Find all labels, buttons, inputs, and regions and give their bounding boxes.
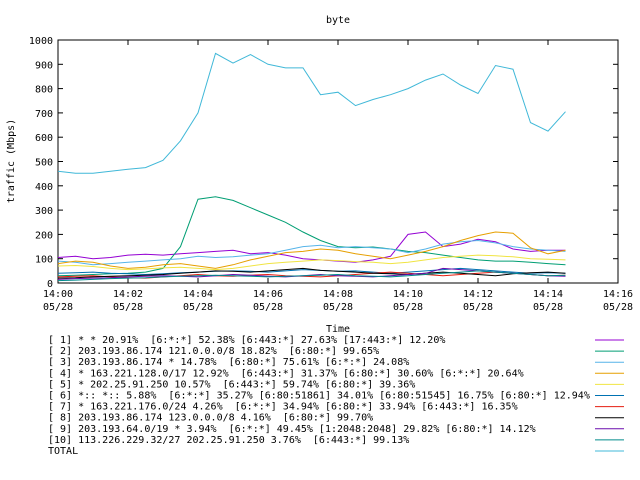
series-line-5 xyxy=(57,254,566,271)
legend-label-3: [ 3] 203.193.86.174 * 14.78% [6:80:*] 75… xyxy=(48,357,409,368)
legend-label-7: [ 7] * 163.221.176.0/24 4.26% [6:*:*] 34… xyxy=(48,402,518,413)
series-line-2 xyxy=(57,196,566,277)
x-tick-date-label: 05/28 xyxy=(183,302,213,313)
y-tick-label: 0 xyxy=(47,279,53,290)
legend-label-9: [ 9] 203.193.64.0/19 * 3.94% [6:*:*] 49.… xyxy=(48,424,536,435)
x-axis: 14:00 05/28 14:02 05/28 14:04 05/28 14:06 05/28… xyxy=(43,40,633,313)
legend-label-11: TOTAL xyxy=(48,446,78,457)
legend-label-2: [ 2] 203.193.86.174 121.0.0.0/8 18.82% [… xyxy=(48,346,379,357)
x-tick-time-label: 14:04 xyxy=(183,289,213,300)
legend-label-1: [ 1] * * 20.91% [6:*:*] 52.38% [6:443:*]… xyxy=(48,335,445,346)
y-tick-label: 700 xyxy=(35,109,53,120)
series-line-1 xyxy=(57,231,566,263)
series-line-11 xyxy=(57,52,566,174)
y-tick-label: 900 xyxy=(35,60,53,71)
series-line-10 xyxy=(57,270,566,282)
x-tick-time-label: 14:14 xyxy=(533,289,563,300)
y-axis: 0 100 200 300 400 500 600 700 800 900 1000 xyxy=(29,36,618,290)
x-tick-date-label: 05/28 xyxy=(43,302,73,313)
x-tick-date-label: 05/28 xyxy=(463,302,493,313)
x-tick-date-label: 05/28 xyxy=(323,302,353,313)
series-line-3 xyxy=(57,239,566,266)
y-tick-label: 600 xyxy=(35,133,53,144)
legend-label-8: [ 8] 203.193.86.174 123.0.0.0/8 4.16% [6… xyxy=(48,413,373,424)
series-line-8 xyxy=(57,267,566,279)
legend-label-5: [ 5] * 202.25.91.250 10.57% [6:443:*] 59… xyxy=(48,379,415,390)
legend: [ 1] * * 20.91% [6:*:*] 52.38% [6:443:*]… xyxy=(48,335,624,457)
y-tick-label: 400 xyxy=(35,182,53,193)
y-tick-label: 800 xyxy=(35,85,53,96)
legend-label-4: [ 4] * 163.221.128.0/17 12.92% [6:443:*]… xyxy=(48,368,524,379)
x-tick-time-label: 14:08 xyxy=(323,289,353,300)
x-tick-date-label: 05/28 xyxy=(393,302,423,313)
y-tick-label: 300 xyxy=(35,206,53,217)
legend-label-10: [10] 113.226.229.32/27 202.25.91.250 3.7… xyxy=(48,435,409,446)
chart-title: byte xyxy=(326,15,350,26)
x-tick-date-label: 05/28 xyxy=(253,302,283,313)
x-tick-time-label: 14:10 xyxy=(393,289,423,300)
series-line-6 xyxy=(57,267,566,276)
x-tick-date-label: 05/28 xyxy=(603,302,633,313)
x-tick-time-label: 14:02 xyxy=(113,289,143,300)
y-tick-label: 100 xyxy=(35,255,53,266)
x-tick-date-label: 05/28 xyxy=(113,302,143,313)
x-axis-label: Time xyxy=(326,324,350,335)
y-tick-label: 200 xyxy=(35,230,53,241)
y-tick-label: 500 xyxy=(35,158,53,169)
x-tick-time-label: 14:12 xyxy=(463,289,493,300)
legend-label-6: [ 6] *:: *:: 5.88% [6:*:*] 35.27% [6:80:… xyxy=(48,391,590,402)
x-tick-time-label: 14:00 xyxy=(43,289,73,300)
x-tick-date-label: 05/28 xyxy=(533,302,563,313)
series-lines xyxy=(57,52,566,282)
series-line-4 xyxy=(57,231,566,269)
x-tick-time-label: 14:06 xyxy=(253,289,283,300)
y-tick-label: 1000 xyxy=(29,36,53,47)
x-tick-time-label: 14:16 xyxy=(603,289,633,300)
y-axis-label: traffic (Mbps) xyxy=(6,119,17,203)
